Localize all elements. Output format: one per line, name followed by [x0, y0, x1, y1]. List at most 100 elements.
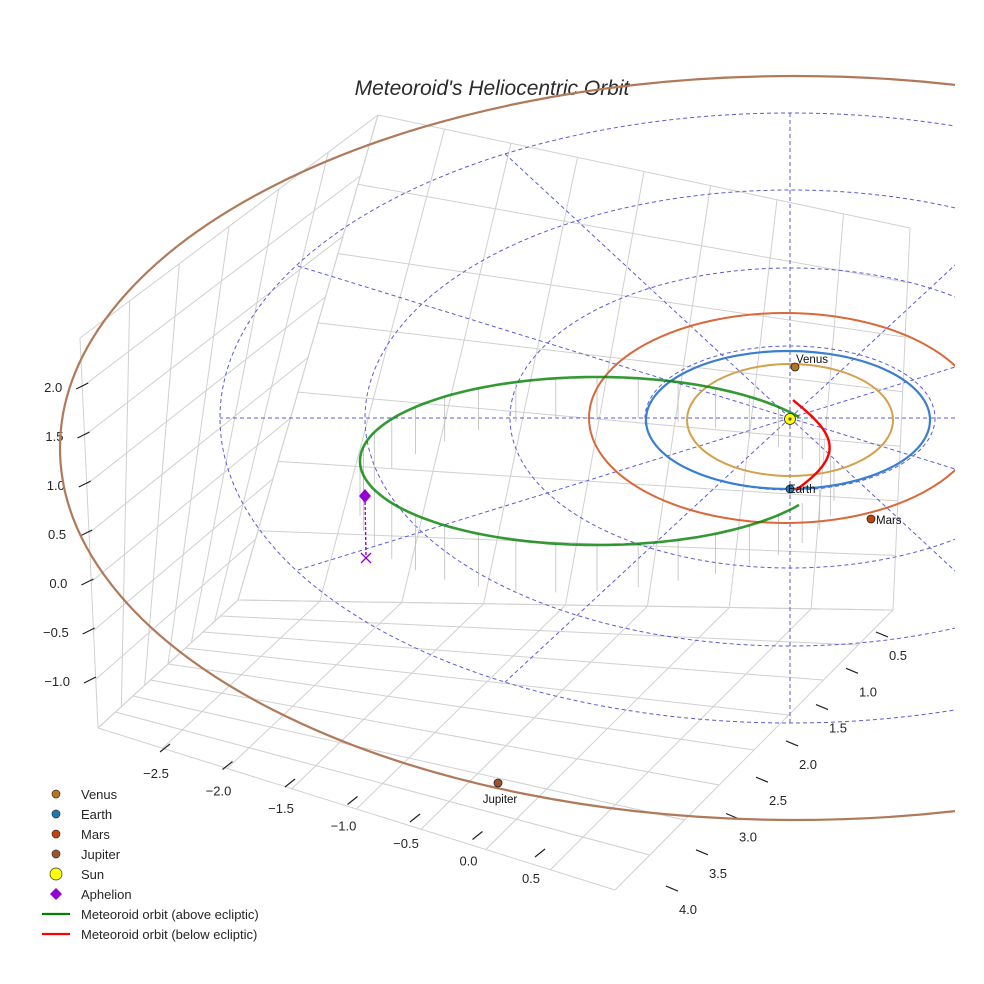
x-axis-tick — [472, 831, 483, 840]
earth-label: Earth — [788, 484, 816, 496]
jupiter-orbit — [59, 75, 955, 821]
floor-grid-line — [550, 608, 812, 871]
floor-grid-line — [420, 605, 648, 830]
y-axis-tick — [695, 849, 709, 856]
venus-label: Venus — [796, 354, 828, 366]
x-axis-tick — [159, 743, 171, 753]
wall-grid-line — [319, 128, 445, 602]
ecliptic-spoke — [296, 265, 791, 419]
legend-marker — [51, 789, 61, 799]
y-axis-tick-label: 2.0 — [799, 757, 817, 772]
wall-grid-line — [214, 152, 329, 622]
ecliptic-spoke — [504, 417, 791, 683]
z-axis-tick — [79, 529, 93, 537]
sun-core — [788, 417, 792, 421]
aphelion-projection-marker — [360, 552, 372, 564]
wall-grid-line — [237, 114, 379, 601]
y-axis-tick — [845, 667, 859, 674]
wall-grid-line — [79, 337, 99, 729]
z-axis-tick-label: 1.0 — [47, 478, 65, 493]
mars-orbit — [588, 312, 955, 524]
venus-marker — [790, 362, 800, 372]
ecliptic-spoke — [789, 417, 955, 572]
floor-grid-line — [291, 603, 484, 790]
ecliptic-spoke — [789, 417, 955, 470]
legend-label: Sun — [81, 867, 104, 882]
y-axis-tick — [755, 776, 769, 783]
mars-label: Mars — [876, 515, 902, 527]
aphelion-drop-line — [364, 496, 367, 557]
y-axis-tick-label: 2.5 — [769, 793, 787, 808]
wall-grid-line — [646, 185, 711, 607]
legend-label: Jupiter — [81, 847, 121, 862]
aphelion-marker — [359, 489, 371, 503]
x-axis-tick — [347, 796, 358, 805]
floor-grid-line — [356, 604, 566, 810]
axis-grid — [79, 114, 911, 891]
floor-grid-line — [614, 609, 894, 891]
legend-label: Earth — [81, 807, 112, 822]
x-axis-tick-label: −2.0 — [206, 784, 232, 799]
earth-marker — [785, 484, 795, 494]
y-axis-tick — [875, 631, 889, 638]
wall-grid-line — [297, 391, 901, 447]
x-axis-tick-label: −1.0 — [331, 819, 357, 834]
wall-grid-line — [357, 183, 908, 284]
legend-marker — [50, 888, 62, 900]
x-axis-tick-label: −1.5 — [268, 801, 294, 816]
wall-grid-line — [144, 263, 180, 686]
floor-grid-line — [226, 602, 403, 769]
legend-label: Aphelion — [81, 887, 132, 902]
wall-grid-line — [377, 114, 911, 229]
venus-orbit — [686, 363, 894, 477]
wall-grid-line — [277, 460, 898, 502]
wall-grid-line — [317, 322, 903, 393]
legend-marker — [51, 849, 61, 859]
series-below-ecliptic — [792, 399, 831, 491]
x-axis-tick-label: 0.0 — [459, 854, 477, 869]
jupiter-label: Jupiter — [483, 794, 518, 806]
y-axis-tick — [665, 885, 679, 892]
legend: Venus Earth Mars Jupiter Sun Aphelion Meteoroi… — [42, 787, 259, 942]
wall-grid-line — [810, 213, 844, 609]
legend-marker — [51, 829, 61, 839]
x-axis-tick-label: −0.5 — [393, 836, 419, 851]
ecliptic-spoke — [504, 153, 791, 419]
z-axis-tick-label: −1.0 — [44, 674, 70, 689]
series-above-ecliptic — [358, 375, 800, 547]
wall-grid-line — [565, 171, 645, 606]
z-axis-tick — [81, 578, 94, 586]
legend-label: Meteoroid orbit (below ecliptic) — [81, 927, 257, 942]
drop-lines — [359, 377, 835, 593]
y-axis-tick-label: 1.0 — [859, 684, 877, 699]
x-axis-tick — [222, 761, 233, 770]
y-axis-tick-label: 3.0 — [739, 830, 757, 845]
ecliptic-spoke — [296, 417, 791, 571]
y-axis-tick — [725, 812, 739, 820]
ecliptic-spoke — [789, 366, 955, 419]
mars-marker — [866, 514, 876, 524]
orbit-markers: Venus Earth Mars Jupiter — [359, 354, 902, 806]
z-axis-tick-label: −0.5 — [43, 625, 69, 640]
x-axis-tick — [409, 813, 421, 823]
z-axis-tick — [75, 382, 89, 390]
legend-label: Meteoroid orbit (above ecliptic) — [81, 907, 259, 922]
x-axis-tick-label: −2.5 — [143, 766, 169, 781]
y-axis-tick-label: 0.5 — [889, 648, 907, 663]
z-axis-tick — [83, 676, 97, 684]
z-axis-tick-label: 2.0 — [44, 380, 62, 395]
z-axis-tick-label: 0.0 — [49, 576, 67, 591]
ecliptic-grid — [219, 112, 955, 724]
wall-grid-line — [337, 253, 906, 338]
wall-grid-line — [237, 599, 894, 611]
floor-grid-line — [162, 600, 321, 749]
ecliptic-spoke — [789, 264, 955, 419]
legend-marker — [49, 867, 63, 881]
wall-grid-line — [257, 530, 896, 556]
chart-title: Meteoroid's Heliocentric Orbit — [355, 77, 631, 100]
x-axis-tick-label: 0.5 — [522, 871, 540, 886]
z-axis-tick — [78, 480, 92, 488]
floor-grid-line — [485, 607, 730, 850]
wall-grid-line — [892, 227, 911, 611]
